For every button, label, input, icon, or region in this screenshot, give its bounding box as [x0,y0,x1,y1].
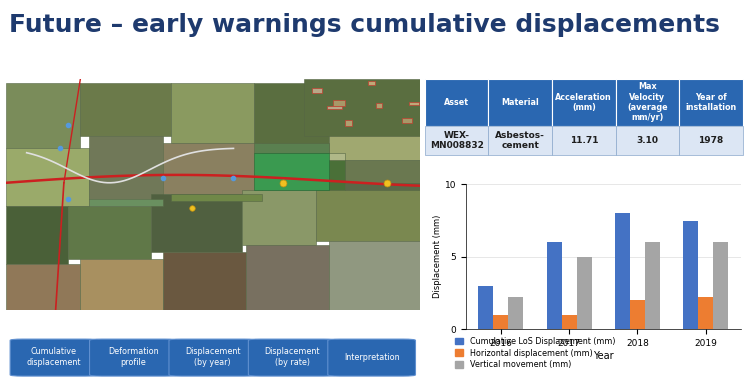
Bar [713,242,728,329]
Bar [151,195,242,252]
Bar [425,79,488,126]
Bar [312,88,322,93]
FancyBboxPatch shape [10,339,98,376]
Text: Cumulative
displacement: Cumulative displacement [27,347,82,367]
Bar [630,300,645,329]
Bar [698,298,713,329]
Text: Year of
installation: Year of installation [685,93,737,112]
Bar [68,206,151,259]
Bar [479,286,494,329]
Text: Material: Material [501,98,539,107]
Text: Future – early warnings cumulative displacements: Future – early warnings cumulative displ… [9,13,720,37]
Bar [562,315,577,329]
Bar [254,83,328,153]
Bar [577,257,592,329]
Bar [316,160,345,190]
Bar [345,183,420,190]
Bar [6,148,89,206]
Bar [6,206,68,264]
Text: 1978: 1978 [699,136,723,145]
Text: Tools: Tools [197,318,229,328]
Bar [552,126,616,155]
Bar [254,153,328,190]
Bar [246,246,328,310]
Bar [425,126,488,155]
Bar [616,126,679,155]
Bar [89,136,163,199]
Text: Asset: Asset [444,98,469,107]
Bar [679,79,743,126]
Bar [254,143,328,153]
Text: Overview of assets showing increased acceleration: Overview of assets showing increased acc… [443,61,725,71]
Bar [679,126,743,155]
Bar [304,79,420,136]
Text: Deformation
profile: Deformation profile [108,347,159,367]
Text: 11.71: 11.71 [569,136,598,145]
Bar [242,190,316,246]
Bar [333,100,346,106]
Legend: Cumulative LoS Displacement (mm), Horizontal displacement (mm), Vertical movemen: Cumulative LoS Displacement (mm), Horizo… [454,336,616,370]
Bar [81,83,171,136]
Bar [488,79,552,126]
Bar [615,213,630,329]
Bar [369,80,375,85]
Bar [81,259,163,310]
Bar [328,241,420,310]
Text: Displacement
(by year): Displacement (by year) [185,347,241,367]
Text: Interpretation: Interpretation [344,353,399,362]
Bar [327,106,343,108]
Bar [345,160,420,183]
Bar [402,118,412,123]
X-axis label: Year: Year [593,351,613,361]
Bar [345,120,352,126]
Bar [171,83,254,143]
Text: Acceleration
(mm): Acceleration (mm) [556,93,612,112]
Text: Max
Velocity
(average
mm/yr): Max Velocity (average mm/yr) [627,82,668,122]
Y-axis label: Displacement (mm): Displacement (mm) [433,215,442,298]
Bar [328,83,420,160]
Bar [163,252,246,310]
Text: Network Map (interactive): Network Map (interactive) [130,61,295,71]
Text: Cumulative Displacement: Cumulative Displacement [509,168,659,178]
FancyBboxPatch shape [169,339,257,376]
Bar [552,79,616,126]
Bar [509,298,524,329]
Bar [547,242,562,329]
Bar [683,221,698,329]
Bar [409,102,420,105]
Text: 3.10: 3.10 [637,136,658,145]
Text: WEX-
MN008832: WEX- MN008832 [429,131,484,150]
FancyBboxPatch shape [248,339,336,376]
Bar [616,79,679,126]
FancyBboxPatch shape [90,339,177,376]
Bar [645,242,660,329]
Bar [316,183,420,241]
Bar [163,143,263,195]
Bar [6,264,81,310]
Bar [171,195,263,201]
Bar [263,153,345,190]
Bar [6,83,81,148]
Bar [488,126,552,155]
Bar [89,199,163,206]
Text: Asbestos-
cement: Asbestos- cement [495,131,545,150]
FancyBboxPatch shape [328,339,415,376]
Bar [375,103,382,108]
Bar [494,315,509,329]
Text: Displacement
(by rate): Displacement (by rate) [265,347,320,367]
